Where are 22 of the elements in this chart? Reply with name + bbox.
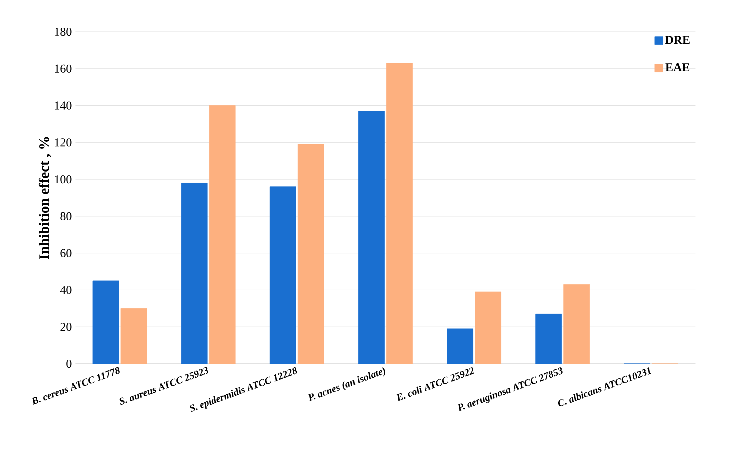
bar [181,183,208,364]
bar [270,186,296,364]
bar [447,328,474,364]
y-tick-label: 80 [60,212,72,220]
bar [358,111,385,364]
y-tick-label: 0 [66,360,72,368]
y-tick-label: 60 [60,249,72,258]
x-tick-label: P. acnes (an isolate) [308,368,386,402]
x-tick-label: E. coli ATCC 25922 [396,368,474,402]
y-axis-title: Inhibition effect , % [38,137,52,260]
bar [536,314,562,364]
y-tick-label: 140 [55,102,72,110]
legend-label: DRE [665,36,690,44]
y-tick-label: 180 [55,28,72,36]
y-tick-label: 20 [60,323,72,332]
legend-label: EAE [666,64,690,72]
y-tick-label: 120 [55,138,72,147]
bar [92,280,120,364]
y-tick-label: 100 [55,176,72,184]
x-tick-label: B. cereus ATCC 11778 [32,367,120,406]
y-tick-label: 160 [55,64,72,73]
y-tick-label: 40 [60,286,72,294]
